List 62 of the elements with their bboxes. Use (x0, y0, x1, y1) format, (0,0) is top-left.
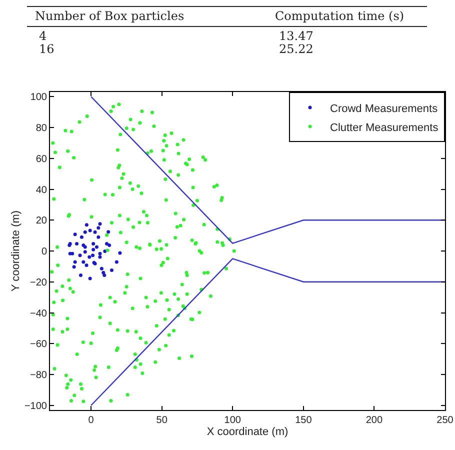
point (83, 250, 87, 254)
text: Number of Box particles (27, 6, 267, 26)
text: 25.22 (278, 42, 314, 56)
point (73, 260, 77, 264)
point (100, 266, 104, 270)
point (84, 263, 88, 267)
point (83, 230, 87, 234)
point (72, 265, 76, 269)
point (82, 260, 86, 264)
point (78, 273, 82, 277)
point (102, 273, 106, 277)
point (73, 232, 77, 236)
y-tick-label: −20 (30, 277, 48, 288)
x-tick-label: 150 (295, 415, 312, 426)
point (88, 276, 92, 280)
point (96, 235, 100, 239)
text: Computation time (s) (267, 6, 427, 26)
point (105, 242, 109, 246)
text: 16 (38, 42, 56, 56)
point (91, 254, 95, 258)
point (93, 230, 97, 234)
y-tick-label: 80 (36, 123, 48, 134)
point (108, 244, 112, 248)
x-tick-label: 50 (156, 415, 168, 426)
y-tick-label: −100 (24, 400, 48, 412)
point (96, 226, 100, 230)
y-tick-label: −40 (30, 308, 48, 320)
y-tick-label: 20 (36, 216, 48, 227)
point (84, 223, 88, 227)
y-tick-label: 100 (30, 92, 48, 104)
point (98, 222, 102, 226)
x-tick-label: 100 (224, 415, 242, 426)
point (88, 228, 92, 232)
y-tick-label: 0 (41, 246, 48, 258)
point (92, 248, 96, 252)
point (118, 251, 122, 255)
text: 4 (38, 28, 48, 43)
x-tick-label: 200 (366, 415, 383, 426)
point (98, 252, 102, 256)
x-tick-label: 0 (88, 415, 94, 426)
point (98, 255, 102, 259)
x-axis-title: X coordinate (m) (206, 426, 288, 438)
point (106, 230, 110, 234)
point (92, 242, 96, 246)
y-tick-label: 40 (36, 184, 48, 196)
legend-label: Clutter Measurements (330, 122, 439, 134)
point (110, 268, 114, 272)
point (80, 235, 84, 239)
point (94, 245, 98, 249)
point (68, 252, 72, 256)
x-tick-label: 250 (436, 415, 454, 426)
legend-label: Crowd Measurements (330, 102, 438, 115)
point (114, 260, 118, 264)
y-tick-label: −80 (30, 370, 48, 381)
text: 13.47 (278, 28, 314, 43)
point (78, 254, 82, 258)
y-tick-label: 60 (36, 154, 48, 165)
y-axis-title: Y coordinate (m) (10, 210, 22, 292)
y-tick-label: −60 (30, 339, 48, 350)
point (103, 250, 107, 254)
point (75, 242, 79, 246)
point (88, 255, 92, 259)
